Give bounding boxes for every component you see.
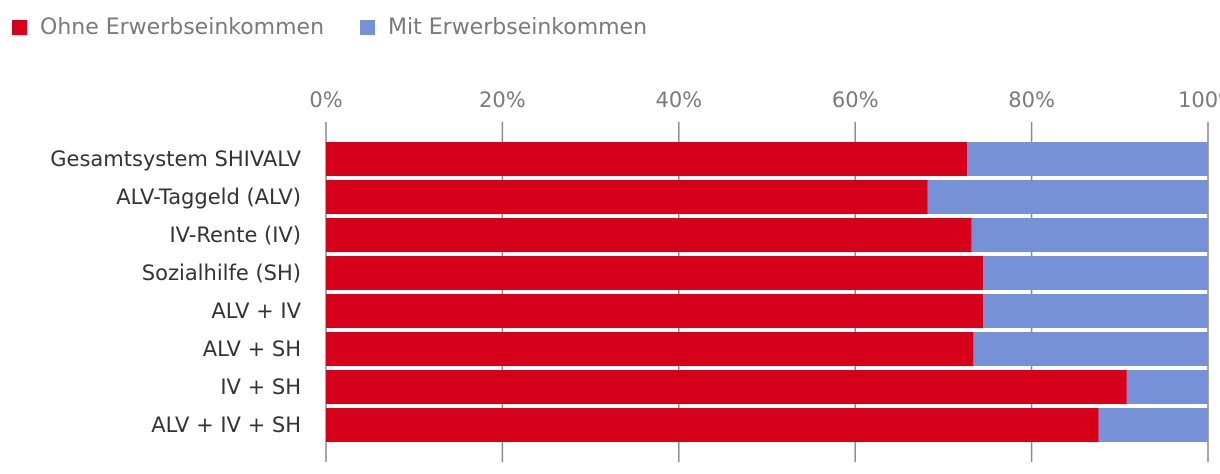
legend-label-ohne: Ohne Erwerbseinkommen [40, 14, 325, 40]
x-tick-label: 20% [479, 88, 526, 112]
bar-segment-mit[interactable] [973, 332, 1208, 366]
x-tick-label: 0% [309, 88, 342, 112]
category-label: ALV-Taggeld (ALV) [116, 185, 301, 209]
x-tick-label: 40% [655, 88, 702, 112]
bar-segment-ohne[interactable] [326, 180, 928, 214]
bar-segment-mit[interactable] [1126, 370, 1208, 404]
bar-segment-mit[interactable] [927, 180, 1208, 214]
bar-segment-mit[interactable] [967, 142, 1208, 176]
bar-segment-ohne[interactable] [326, 332, 974, 366]
category-label: IV-Rente (IV) [169, 223, 301, 247]
chart-legend: Ohne Erwerbseinkommen Mit Erwerbseinkomm… [12, 12, 647, 42]
category-label: IV + SH [220, 375, 301, 399]
bar-segment-ohne[interactable] [326, 256, 984, 290]
category-label: Sozialhilfe (SH) [142, 261, 301, 285]
legend-swatch-ohne [12, 19, 27, 35]
x-axis-tick-labels: 0% 20% 40% 60% 80% 100% [309, 88, 1220, 112]
bar-segment-ohne[interactable] [326, 408, 1099, 442]
bar-segment-ohne[interactable] [326, 370, 1127, 404]
category-labels: Gesamtsystem SHIVALV ALV-Taggeld (ALV) IV-… [50, 147, 301, 437]
bar-segment-mit[interactable] [983, 294, 1208, 328]
category-label: ALV + IV [211, 299, 301, 323]
legend-label-mit: Mit Erwerbseinkommen [388, 14, 648, 40]
bar-segment-ohne[interactable] [326, 294, 984, 328]
bar-segment-mit[interactable] [983, 256, 1208, 290]
x-tick-label: 80% [1008, 88, 1055, 112]
legend-item-ohne[interactable]: Ohne Erwerbseinkommen [12, 15, 324, 40]
category-label: Gesamtsystem SHIVALV [50, 147, 301, 171]
bar-segment-mit[interactable] [1098, 408, 1208, 442]
category-label: ALV + SH [203, 337, 301, 361]
bar-segment-mit[interactable] [971, 218, 1208, 252]
legend-swatch-mit [360, 19, 376, 35]
bar-segment-ohne[interactable] [326, 218, 972, 252]
category-label: ALV + IV + SH [151, 413, 301, 437]
bars [326, 142, 1208, 442]
gridlines [325, 122, 1209, 462]
legend-item-mit[interactable]: Mit Erwerbseinkommen [360, 15, 647, 40]
x-tick-label: 100% [1178, 88, 1220, 112]
x-tick-label: 60% [832, 88, 879, 112]
bar-segment-ohne[interactable] [326, 142, 968, 176]
